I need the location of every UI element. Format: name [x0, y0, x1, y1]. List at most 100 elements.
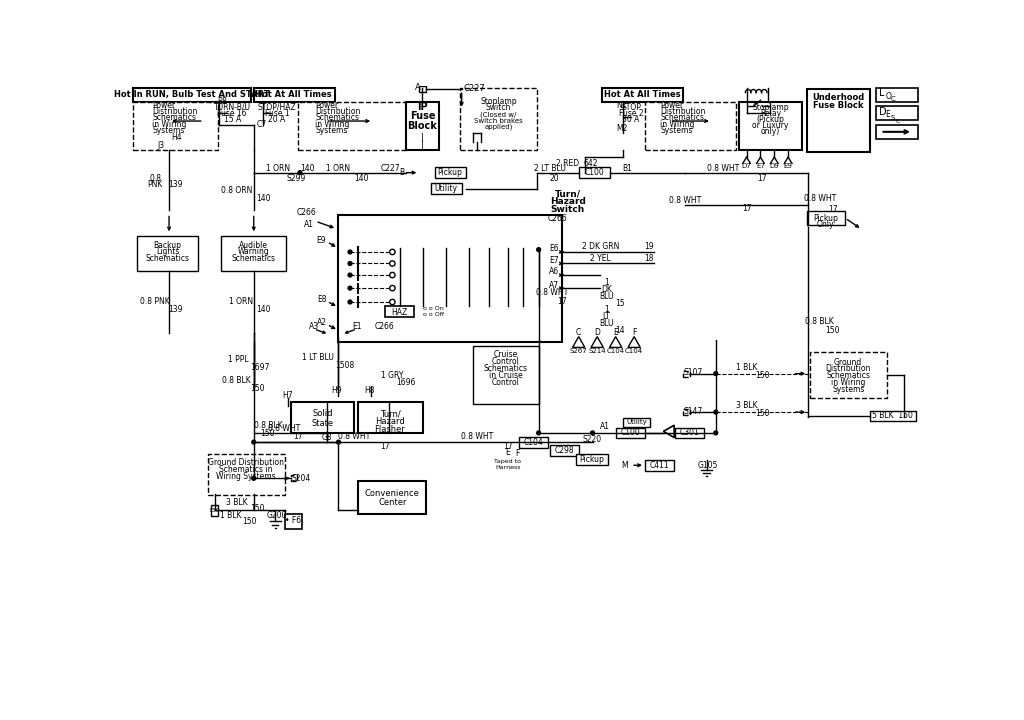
Text: Backup: Backup	[154, 241, 181, 251]
Text: Distribution: Distribution	[153, 107, 198, 117]
Text: Switch: Switch	[551, 205, 585, 214]
Text: 20: 20	[549, 174, 559, 183]
Text: D: D	[594, 328, 600, 336]
Text: Hazard: Hazard	[375, 417, 404, 426]
Text: B: B	[399, 168, 404, 177]
Bar	[208, 454, 285, 495]
Text: C: C	[891, 96, 895, 102]
Text: Power: Power	[153, 101, 175, 110]
Text: Pickup: Pickup	[437, 168, 463, 177]
Text: 1508: 1508	[335, 361, 354, 369]
Bar	[431, 184, 462, 194]
Text: A3: A3	[309, 322, 318, 331]
Text: B1: B1	[623, 163, 632, 173]
Text: Fuse: Fuse	[410, 112, 435, 122]
Text: Audible: Audible	[240, 241, 268, 251]
Text: G200: G200	[266, 510, 287, 520]
Text: Solid: Solid	[312, 409, 333, 418]
Text: E8: E8	[316, 295, 327, 304]
Text: Convenience: Convenience	[365, 489, 420, 498]
Text: BLU: BLU	[599, 319, 613, 328]
Text: 0.8 BLK: 0.8 BLK	[805, 317, 835, 325]
Text: 1: 1	[604, 278, 609, 287]
Text: in Cruise: in Cruise	[488, 371, 522, 379]
Text: 3 BLK: 3 BLK	[736, 402, 758, 410]
Bar	[357, 402, 423, 433]
Bar	[291, 402, 354, 433]
Text: N2: N2	[616, 101, 627, 110]
Text: C104: C104	[606, 348, 625, 354]
Circle shape	[252, 440, 256, 444]
Text: 3 BLK: 3 BLK	[226, 498, 248, 507]
Circle shape	[714, 410, 718, 414]
Text: 140: 140	[300, 163, 314, 173]
Text: Fuse 2: Fuse 2	[618, 109, 643, 118]
Text: 150: 150	[209, 508, 220, 513]
Circle shape	[348, 300, 352, 304]
Text: M: M	[622, 461, 628, 469]
Text: L: L	[879, 89, 885, 99]
Text: S299: S299	[287, 174, 306, 183]
Text: E: E	[506, 449, 510, 457]
Text: S204: S204	[292, 474, 311, 483]
Text: 17: 17	[503, 442, 513, 451]
Text: applied): applied)	[484, 124, 513, 130]
Text: 5 BLK  150: 5 BLK 150	[872, 411, 913, 420]
Text: A6: A6	[549, 267, 559, 276]
Text: Switch brakes: Switch brakes	[474, 118, 523, 124]
Text: O: O	[885, 92, 891, 101]
Text: 1 LT BLU: 1 LT BLU	[302, 353, 334, 362]
Text: Control: Control	[492, 377, 519, 387]
Bar	[550, 445, 580, 456]
Text: 30 A: 30 A	[623, 115, 640, 124]
Bar	[385, 306, 414, 318]
Text: Power: Power	[660, 101, 683, 110]
Text: E: E	[885, 110, 890, 120]
Circle shape	[337, 440, 340, 444]
Text: Fuse 1: Fuse 1	[264, 109, 289, 118]
Circle shape	[537, 248, 541, 251]
Text: Underhood: Underhood	[812, 94, 864, 102]
Text: Fuse 16: Fuse 16	[217, 109, 247, 118]
Text: 0.8 WHT: 0.8 WHT	[268, 424, 301, 433]
Bar	[683, 371, 689, 377]
Text: C298: C298	[555, 446, 574, 455]
Text: S: S	[891, 115, 895, 121]
Text: 139: 139	[168, 305, 182, 314]
Text: 0.8 BLK: 0.8 BLK	[254, 421, 283, 431]
Text: Turn/: Turn/	[555, 189, 581, 199]
Bar	[473, 346, 539, 404]
Text: Utility: Utility	[626, 419, 647, 425]
Text: E: E	[613, 328, 618, 336]
Bar	[810, 352, 887, 398]
Circle shape	[390, 285, 395, 291]
Text: D9: D9	[769, 163, 779, 169]
Text: C: C	[577, 328, 582, 336]
Bar	[285, 514, 301, 529]
Text: Schematics: Schematics	[153, 114, 197, 122]
Text: E1: E1	[352, 322, 361, 331]
Bar	[339, 215, 562, 342]
Text: C100: C100	[585, 168, 604, 177]
Text: |: |	[421, 133, 424, 143]
Text: (Pickup: (Pickup	[757, 115, 784, 124]
Text: DK: DK	[601, 285, 612, 294]
Circle shape	[390, 300, 395, 305]
Circle shape	[591, 431, 595, 435]
Circle shape	[348, 261, 352, 266]
Bar	[221, 235, 286, 271]
Text: LT: LT	[602, 312, 610, 321]
Text: S214: S214	[589, 348, 606, 354]
Bar	[435, 167, 466, 178]
Text: IP: IP	[417, 102, 428, 112]
Bar	[419, 86, 426, 91]
Text: Utility: Utility	[435, 184, 458, 193]
Bar	[518, 437, 548, 448]
Text: 15: 15	[615, 299, 625, 308]
Text: A7: A7	[549, 281, 559, 289]
Text: only): only)	[761, 127, 780, 136]
Text: Power: Power	[315, 101, 339, 110]
Text: C227: C227	[463, 84, 485, 93]
Text: 14: 14	[615, 326, 625, 335]
Text: 150: 150	[755, 409, 769, 418]
